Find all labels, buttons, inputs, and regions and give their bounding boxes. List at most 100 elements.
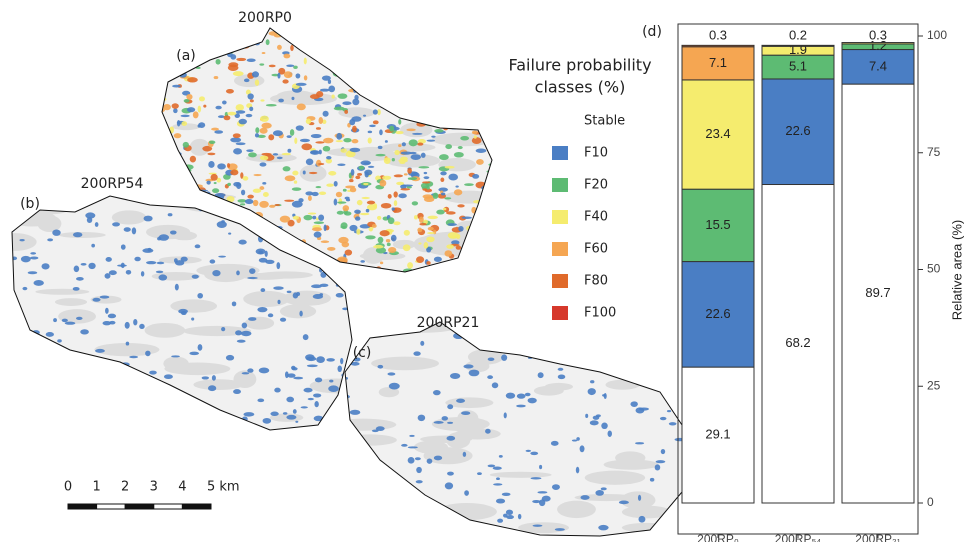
susceptible-spot (141, 271, 144, 276)
legend-swatch (552, 210, 568, 224)
legend-swatch (552, 146, 568, 160)
susceptible-spot (353, 265, 358, 272)
susceptible-spot (379, 129, 383, 135)
value-label: 22.6 (785, 123, 810, 138)
susceptible-spot (106, 257, 112, 262)
susceptible-spot (248, 317, 256, 321)
susceptible-spot (252, 71, 259, 77)
legend-label: F20 (584, 178, 608, 193)
susceptible-spot (348, 25, 354, 29)
susceptible-spot (593, 416, 600, 420)
susceptible-spot (365, 172, 369, 178)
susceptible-spot (350, 322, 356, 325)
susceptible-spot (290, 129, 294, 136)
susceptible-spot (316, 127, 321, 130)
susceptible-spot (477, 42, 481, 44)
scale-segment (125, 504, 154, 509)
legend-swatch (552, 274, 568, 288)
susceptible-spot (195, 31, 203, 36)
susceptible-spot (340, 25, 347, 30)
susceptible-spot (328, 80, 331, 84)
susceptible-spot (325, 63, 331, 67)
susceptible-spot (169, 175, 175, 179)
susceptible-spot (47, 401, 56, 407)
susceptible-spot (214, 182, 217, 184)
susceptible-spot (454, 152, 464, 158)
value-label: 89.7 (865, 285, 890, 300)
susceptible-spot (434, 456, 442, 461)
susceptible-spot (224, 115, 231, 120)
susceptible-spot (328, 53, 333, 58)
susceptible-spot (339, 67, 345, 70)
susceptible-spot (590, 420, 599, 425)
susceptible-spot (352, 139, 359, 143)
susceptible-spot (230, 170, 238, 176)
susceptible-spot (399, 66, 405, 68)
susceptible-spot (181, 115, 190, 117)
susceptible-spot (226, 24, 229, 29)
susceptible-spot (601, 423, 608, 429)
susceptible-spot (372, 224, 377, 228)
susceptible-spot (342, 242, 350, 248)
susceptible-spot (426, 69, 437, 73)
susceptible-spot (656, 460, 666, 463)
hillshade (329, 419, 396, 431)
susceptible-spot (539, 499, 545, 506)
susceptible-spot (337, 22, 343, 29)
susceptible-spot (198, 122, 205, 128)
susceptible-spot (384, 157, 391, 164)
susceptible-spot (338, 93, 348, 99)
susceptible-spot (499, 455, 503, 458)
x-tick-label: 200RP₂₁ (855, 532, 900, 542)
susceptible-spot (416, 256, 424, 263)
susceptible-spot (350, 78, 358, 83)
hillshade (668, 508, 689, 514)
susceptible-spot (398, 119, 401, 125)
susceptible-spot (533, 524, 543, 526)
susceptible-spot (351, 328, 357, 332)
susceptible-spot (427, 140, 436, 142)
susceptible-spot (249, 107, 253, 112)
susceptible-spot (493, 483, 502, 485)
susceptible-spot (379, 180, 386, 187)
susceptible-spot (62, 319, 68, 323)
susceptible-spot (458, 146, 463, 149)
susceptible-spot (116, 409, 124, 416)
susceptible-spot (29, 416, 39, 422)
susceptible-spot (442, 111, 448, 115)
susceptible-spot (418, 242, 421, 244)
susceptible-spot (429, 103, 436, 106)
susceptible-spot (244, 34, 253, 36)
susceptible-spot (277, 300, 280, 304)
susceptible-spot (506, 344, 514, 349)
susceptible-spot (570, 328, 576, 333)
susceptible-spot (337, 211, 344, 215)
hillshade (280, 304, 316, 318)
susceptible-spot (477, 85, 484, 87)
y-tick-label: 75 (927, 145, 941, 159)
susceptible-spot (373, 203, 377, 208)
susceptible-spot (393, 58, 403, 61)
susceptible-spot (490, 42, 496, 46)
susceptible-spot (21, 256, 31, 263)
susceptible-spot (197, 39, 205, 45)
susceptible-spot (436, 210, 444, 215)
susceptible-spot (485, 429, 491, 434)
susceptible-spot (319, 36, 329, 39)
susceptible-spot (385, 140, 388, 143)
susceptible-spot (312, 216, 316, 220)
susceptible-spot (100, 405, 107, 409)
susceptible-spot (412, 133, 422, 135)
susceptible-spot (392, 522, 402, 526)
susceptible-spot (220, 206, 224, 210)
susceptible-spot (244, 79, 249, 83)
susceptible-spot (108, 314, 116, 319)
hillshade (145, 323, 186, 338)
susceptible-spot (156, 108, 165, 112)
susceptible-spot (266, 39, 270, 45)
susceptible-spot (416, 467, 422, 473)
susceptible-spot (404, 102, 411, 106)
legend-label: F60 (584, 242, 608, 257)
susceptible-spot (249, 268, 255, 274)
susceptible-spot (306, 159, 314, 166)
